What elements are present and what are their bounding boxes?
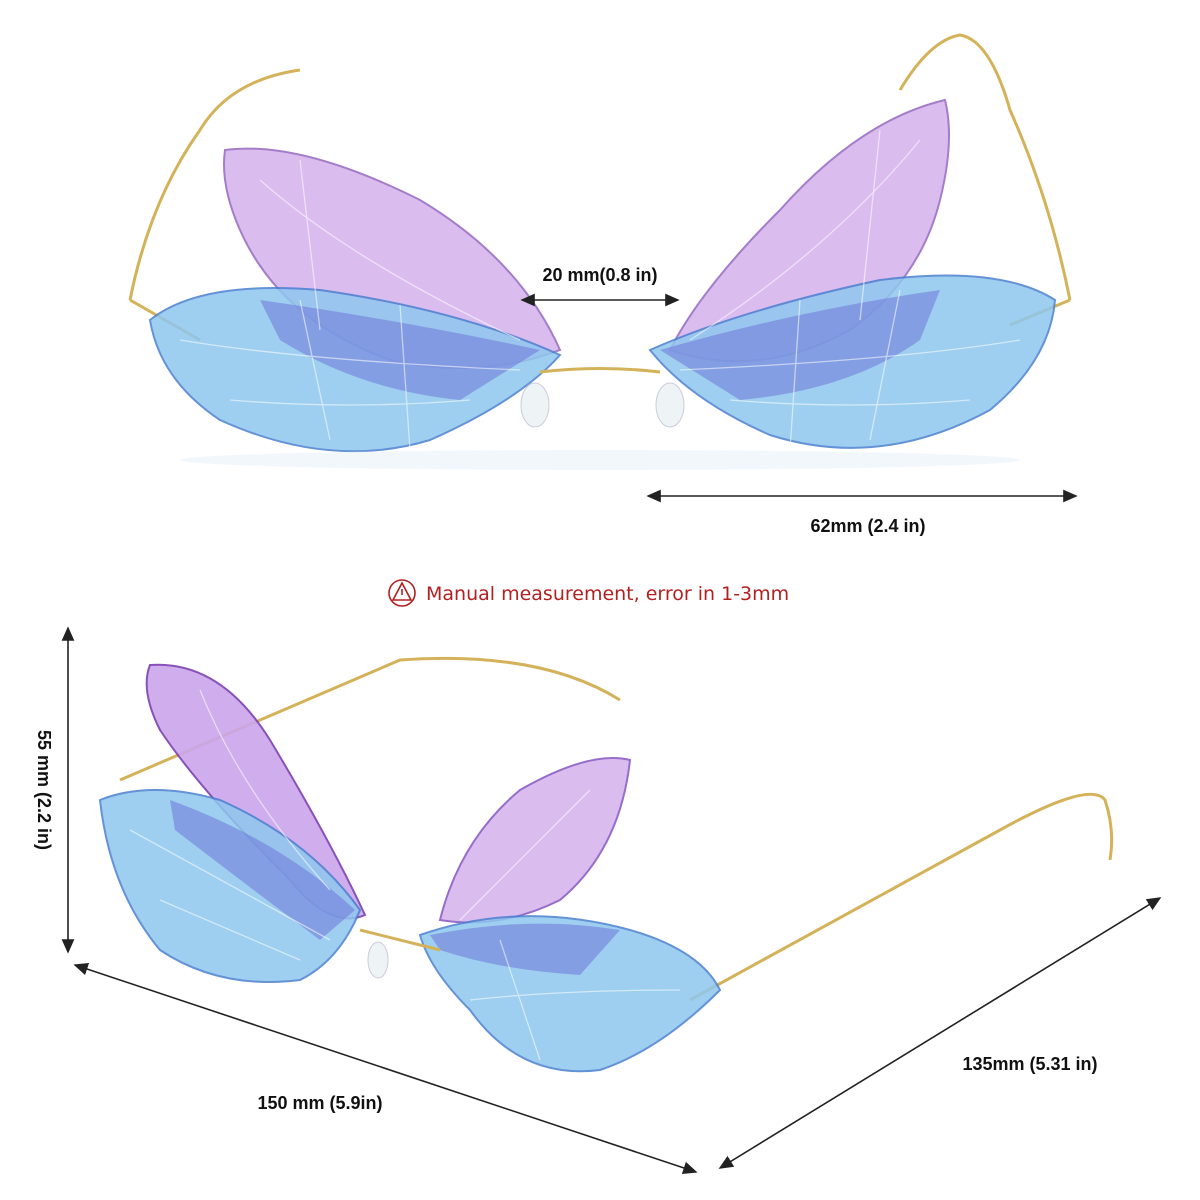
dimension-arrow — [73, 962, 698, 1175]
lens-height-label: 55 mm (2.2 in) — [34, 730, 54, 850]
warning-icon — [388, 579, 416, 607]
bridge-width-label: 20 mm(0.8 in) — [542, 265, 657, 285]
frame-width-label: 150 mm (5.9in) — [257, 1093, 382, 1113]
lens-width-label: 62mm (2.4 in) — [810, 516, 925, 536]
glasses-angled-view — [98, 656, 1114, 1073]
temple-length-label: 135mm (5.31 in) — [962, 1054, 1097, 1074]
glasses-front-view — [128, 33, 1072, 470]
measurement-notice: Manual measurement, error in 1-3mm — [426, 583, 789, 605]
dimension-arrow — [718, 897, 1162, 1169]
